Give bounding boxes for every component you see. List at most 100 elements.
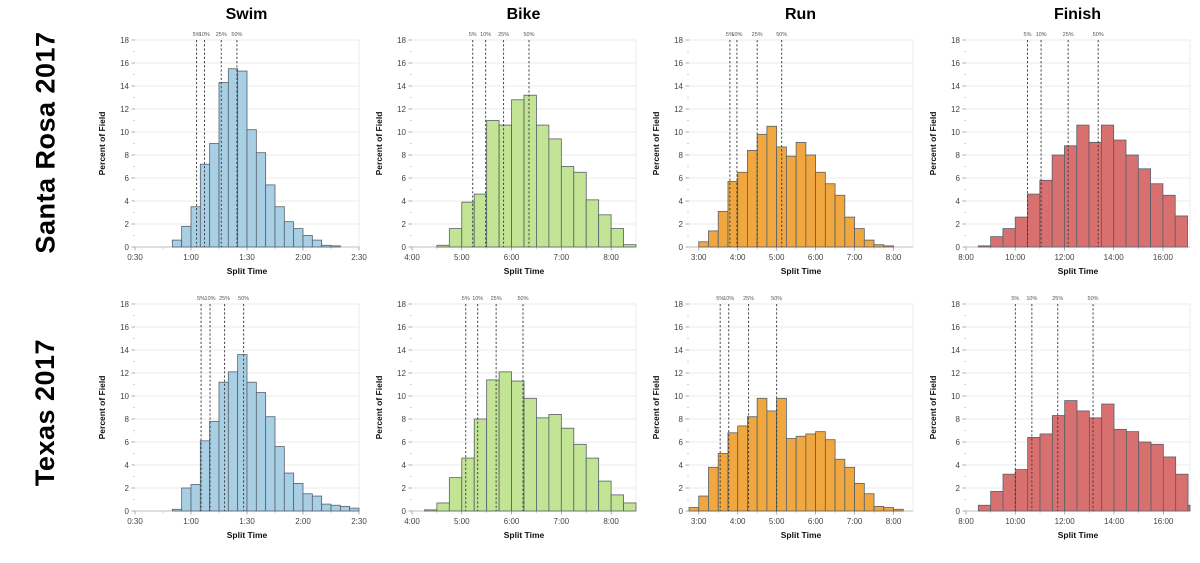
svg-text:12:00: 12:00 (1054, 253, 1075, 262)
svg-text:Percent of Field: Percent of Field (374, 376, 384, 440)
svg-text:0: 0 (401, 507, 406, 516)
svg-text:18: 18 (674, 300, 683, 309)
svg-text:Split Time: Split Time (780, 266, 821, 276)
svg-text:12:00: 12:00 (1054, 517, 1075, 526)
row-label-cell-texas: Texas 2017 (0, 280, 92, 544)
chart-title-bike: Bike (506, 6, 541, 23)
svg-text:6: 6 (124, 174, 129, 183)
row-label-santa-rosa: Santa Rosa 2017 (30, 30, 61, 254)
svg-text:Percent of Field: Percent of Field (928, 112, 938, 176)
svg-text:4: 4 (124, 197, 129, 206)
svg-text:0: 0 (401, 243, 406, 252)
svg-text:7:00: 7:00 (846, 517, 862, 526)
chart-svg-texas-finish: 0 2 4 6 8 10 12 14 16 18 8:00 10:00 12:00 14:00 16:00 5… (928, 296, 1190, 540)
svg-text:8: 8 (955, 151, 960, 160)
chart-santa-rosa-finish: Finish 0 2 4 6 8 10 12 14 16 18 8:00 10:00 12:00 14:0… (923, 4, 1200, 280)
svg-text:0: 0 (955, 243, 960, 252)
svg-text:10%: 10% (198, 32, 209, 38)
svg-text:3:00: 3:00 (690, 517, 706, 526)
svg-text:4: 4 (678, 197, 683, 206)
chart-texas-bike: 0 2 4 6 8 10 12 14 16 18 4:00 5:00 6:00 7:00 8:00 5% 10%… (369, 280, 646, 544)
svg-text:16: 16 (397, 59, 406, 68)
svg-text:10:00: 10:00 (1005, 517, 1026, 526)
svg-text:Split Time: Split Time (1057, 266, 1098, 276)
chart-svg-santa-rosa-swim: 0 2 4 6 8 10 12 14 16 18 0:30 1:00 1:30 2:00 2:30 5%10%… (97, 32, 367, 276)
svg-text:5%: 5% (468, 32, 476, 38)
svg-text:5:00: 5:00 (768, 517, 784, 526)
svg-text:18: 18 (951, 300, 960, 309)
svg-text:2: 2 (955, 484, 960, 493)
chart-santa-rosa-swim: Swim 0 2 4 6 8 10 12 14 16 18 0:30 1:00 1:30 2:00 2:30… (92, 4, 369, 280)
svg-text:4: 4 (955, 461, 960, 470)
svg-text:10: 10 (120, 392, 129, 401)
svg-text:6:00: 6:00 (503, 517, 519, 526)
svg-text:4: 4 (401, 461, 406, 470)
svg-text:6: 6 (678, 438, 683, 447)
svg-text:50%: 50% (238, 296, 249, 302)
chart-title-swim: Swim (225, 6, 268, 23)
svg-text:1:00: 1:00 (183, 517, 199, 526)
svg-text:2:00: 2:00 (295, 517, 311, 526)
svg-text:2: 2 (124, 484, 129, 493)
svg-text:5%: 5% (716, 296, 724, 302)
svg-text:5%: 5% (1023, 32, 1031, 38)
svg-text:14: 14 (120, 82, 129, 91)
svg-text:5:00: 5:00 (453, 253, 469, 262)
svg-text:25%: 25% (498, 32, 509, 38)
svg-text:8:00: 8:00 (885, 517, 901, 526)
chart-svg-texas-bike: 0 2 4 6 8 10 12 14 16 18 4:00 5:00 6:00 7:00 8:00 5% 10%… (374, 296, 636, 540)
chart-svg-santa-rosa-bike: 0 2 4 6 8 10 12 14 16 18 4:00 5:00 6:00 7:00 8:00 5% 10%… (374, 32, 636, 276)
svg-text:5%: 5% (725, 32, 733, 38)
svg-text:14:00: 14:00 (1103, 253, 1124, 262)
svg-text:6:00: 6:00 (807, 517, 823, 526)
svg-text:12: 12 (674, 105, 683, 114)
svg-text:10:00: 10:00 (1005, 253, 1026, 262)
svg-text:18: 18 (397, 300, 406, 309)
svg-text:8: 8 (678, 415, 683, 424)
svg-text:18: 18 (951, 36, 960, 45)
svg-text:16: 16 (674, 59, 683, 68)
chart-texas-swim: 0 2 4 6 8 10 12 14 16 18 0:30 1:00 1:30 2:00 2:30 5% 10%… (92, 280, 369, 544)
svg-text:25%: 25% (1052, 296, 1063, 302)
svg-text:50%: 50% (1087, 296, 1098, 302)
svg-text:16: 16 (120, 323, 129, 332)
svg-text:8:00: 8:00 (958, 517, 974, 526)
svg-text:25%: 25% (751, 32, 762, 38)
svg-text:2: 2 (678, 220, 683, 229)
chart-santa-rosa-bike: Bike 0 2 4 6 8 10 12 14 16 18 4:00 5:00 6:00 7:00 8:00… (369, 4, 646, 280)
svg-text:10%: 10% (1026, 296, 1037, 302)
svg-text:8: 8 (401, 151, 406, 160)
row-label-cell-santa-rosa: Santa Rosa 2017 (0, 4, 92, 280)
svg-text:4:00: 4:00 (729, 253, 745, 262)
svg-text:50%: 50% (523, 32, 534, 38)
svg-text:5%: 5% (1011, 296, 1019, 302)
svg-text:Percent of Field: Percent of Field (928, 376, 938, 440)
svg-text:10%: 10% (731, 32, 742, 38)
svg-text:Split Time: Split Time (226, 530, 267, 540)
svg-text:14:00: 14:00 (1104, 517, 1125, 526)
row-santa-rosa: Santa Rosa 2017 Swim 0 2 4 6 8 10 12 14 16 18 0:30… (0, 4, 1200, 280)
svg-text:10: 10 (951, 128, 960, 137)
svg-text:4: 4 (955, 197, 960, 206)
svg-text:6: 6 (401, 438, 406, 447)
svg-text:16: 16 (674, 323, 683, 332)
chart-texas-finish: 0 2 4 6 8 10 12 14 16 18 8:00 10:00 12:00 14:00 16:00 5… (923, 280, 1200, 544)
svg-text:18: 18 (120, 36, 129, 45)
svg-text:10%: 10% (472, 296, 483, 302)
svg-text:0: 0 (955, 507, 960, 516)
svg-text:6: 6 (401, 174, 406, 183)
svg-text:18: 18 (397, 36, 406, 45)
svg-text:8: 8 (124, 415, 129, 424)
svg-text:7:00: 7:00 (553, 253, 569, 262)
svg-text:16: 16 (951, 59, 960, 68)
svg-text:10%: 10% (723, 296, 734, 302)
svg-text:8: 8 (401, 415, 406, 424)
svg-text:6:00: 6:00 (503, 253, 519, 262)
svg-text:12: 12 (397, 105, 406, 114)
chart-title-run: Run (784, 6, 817, 23)
svg-text:4: 4 (401, 197, 406, 206)
svg-text:14: 14 (397, 82, 406, 91)
svg-text:0:30: 0:30 (127, 517, 143, 526)
svg-text:8: 8 (678, 151, 683, 160)
svg-text:8:00: 8:00 (885, 253, 901, 262)
